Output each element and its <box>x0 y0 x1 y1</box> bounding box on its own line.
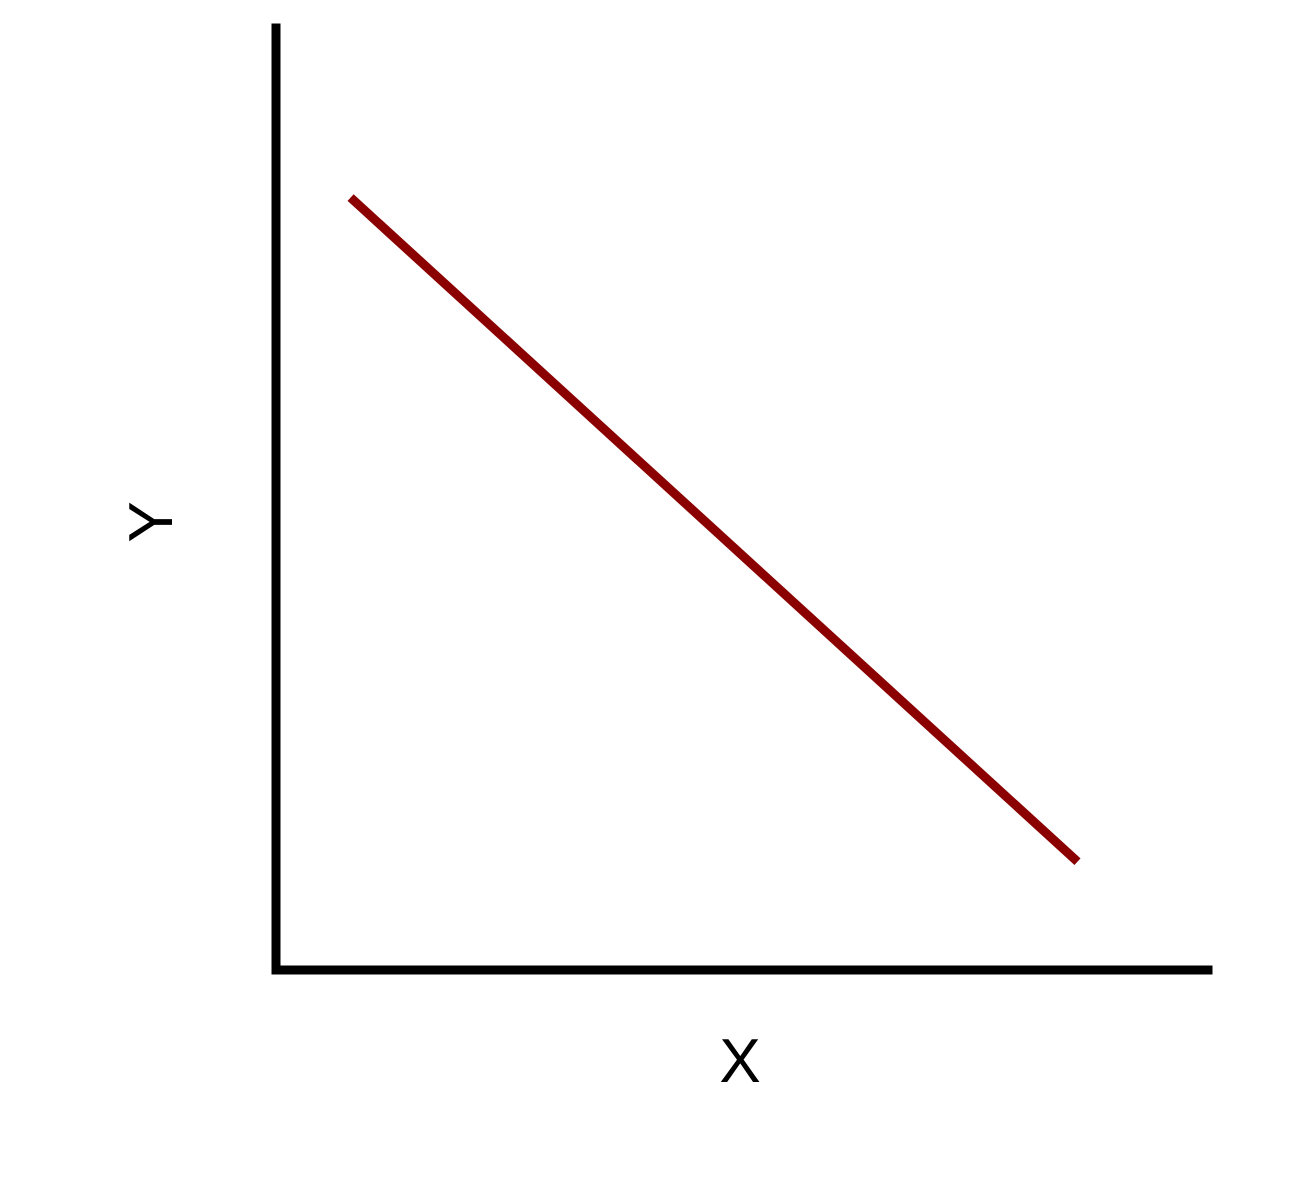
y-axis-label: Y <box>117 501 186 542</box>
series-line-1 <box>347 194 1081 866</box>
x-axis-label: X <box>719 1027 760 1096</box>
plot-area <box>347 194 1081 866</box>
